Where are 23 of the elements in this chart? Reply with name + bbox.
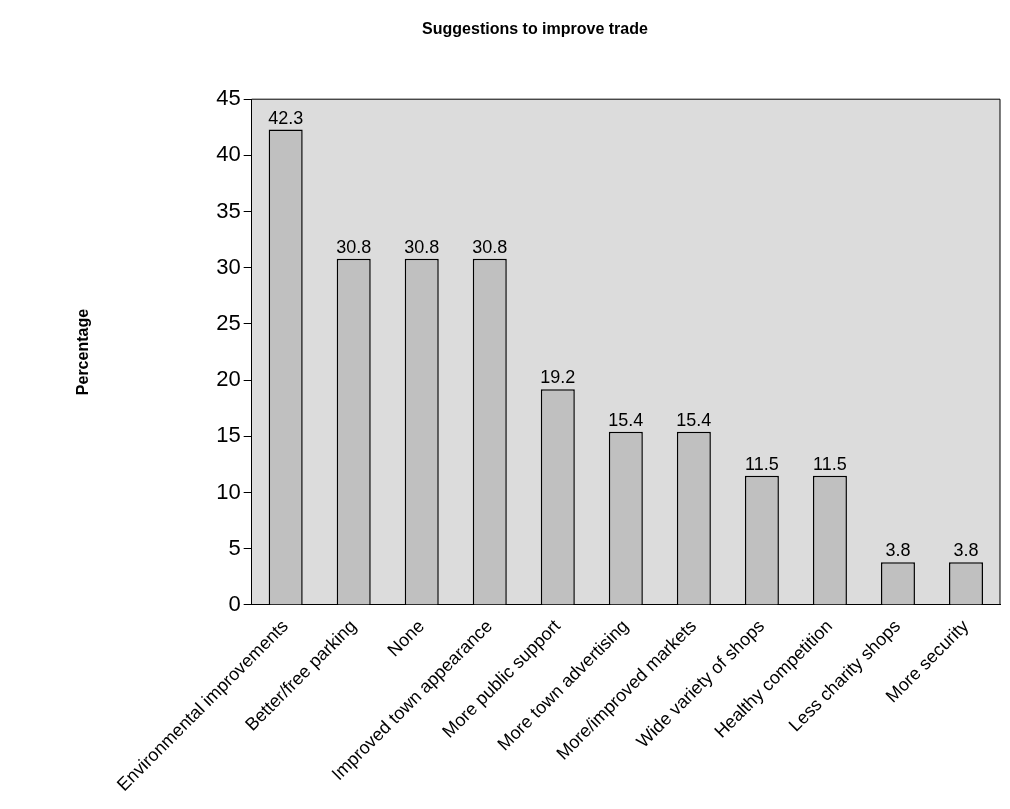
y-tick-label: 25 bbox=[216, 310, 241, 336]
y-tick-label: 40 bbox=[216, 141, 241, 167]
y-tick-label: 15 bbox=[216, 422, 241, 448]
data-label: 30.8 bbox=[336, 236, 372, 257]
data-label: 19.2 bbox=[540, 367, 576, 388]
y-tick-label: 35 bbox=[216, 197, 241, 223]
data-label: 3.8 bbox=[953, 540, 979, 561]
y-tick-label: 45 bbox=[216, 85, 241, 111]
data-label: 11.5 bbox=[813, 453, 847, 474]
data-label: 15.4 bbox=[676, 409, 712, 430]
y-tick-label: 20 bbox=[216, 366, 241, 392]
y-tick-label: 0 bbox=[228, 590, 241, 616]
data-label: 42.3 bbox=[268, 107, 304, 128]
data-label: 11.5 bbox=[745, 453, 779, 474]
data-label: 30.8 bbox=[472, 236, 508, 257]
y-tick-label: 5 bbox=[228, 534, 241, 560]
chart-title: Suggestions to improve trade bbox=[422, 20, 649, 38]
data-label: 3.8 bbox=[885, 540, 911, 561]
y-tick-label: 10 bbox=[216, 478, 241, 504]
y-axis-title: Percentage bbox=[74, 308, 92, 396]
y-tick-label: 30 bbox=[216, 253, 241, 279]
data-label: 15.4 bbox=[608, 409, 644, 430]
data-label: 30.8 bbox=[404, 236, 440, 257]
